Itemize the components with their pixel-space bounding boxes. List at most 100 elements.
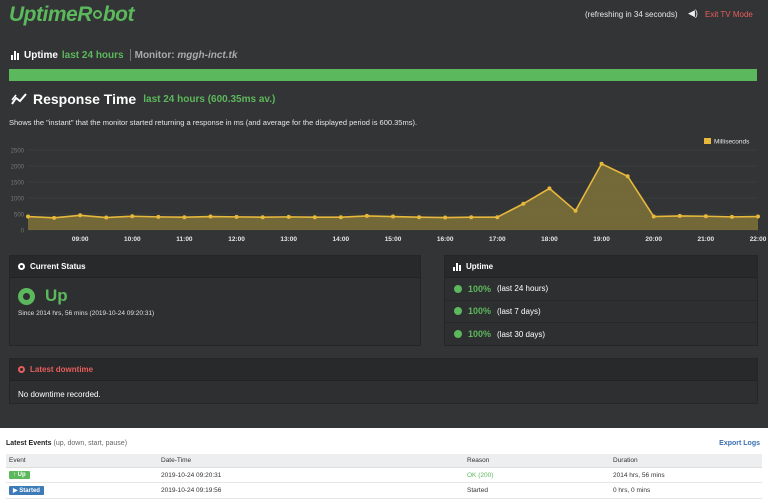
data-point xyxy=(573,208,578,213)
uptime-row: 100% (last 24 hours) xyxy=(445,278,757,301)
data-point xyxy=(78,213,83,218)
data-point xyxy=(495,215,500,220)
response-time-heading: Response Time last 24 hours (600.35ms av… xyxy=(11,91,275,107)
bar-chart-icon xyxy=(11,50,19,60)
data-point xyxy=(729,214,734,219)
current-status-panel: Current Status Up Since 2014 hrs, 56 min… xyxy=(9,255,421,346)
y-tick-label: 2000 xyxy=(11,165,25,171)
latest-events-heading: Latest Events (up, down, start, pause) xyxy=(6,440,128,447)
status-value: Up xyxy=(45,286,68,305)
data-point xyxy=(625,174,630,179)
status-since: Since 2014 hrs, 56 mins (2019-10-24 09:2… xyxy=(18,310,155,317)
events-table: Event Date-Time Reason Duration ↑ Up 201… xyxy=(6,454,762,499)
data-point xyxy=(651,214,656,219)
y-tick-label: 1000 xyxy=(11,197,25,203)
uptime-row: 100% (last 30 days) xyxy=(445,323,757,346)
data-point xyxy=(469,215,474,220)
data-point xyxy=(104,215,109,220)
refresh-countdown: (refreshing in 34 seconds) xyxy=(585,10,678,19)
legend-label: Milliseconds xyxy=(714,139,750,146)
data-point xyxy=(260,215,265,220)
x-tick-label: 20:00 xyxy=(645,236,662,243)
column-header: Duration xyxy=(610,454,762,468)
x-tick-label: 17:00 xyxy=(489,236,506,243)
data-point xyxy=(286,214,291,219)
column-header: Event xyxy=(6,454,158,468)
green-dot-icon xyxy=(454,284,462,293)
y-tick-label: 500 xyxy=(14,213,25,219)
export-logs-link[interactable]: Export Logs xyxy=(719,440,760,447)
data-point xyxy=(443,215,448,220)
y-tick-label: 0 xyxy=(21,229,25,235)
response-time-title: Response Time xyxy=(33,91,137,107)
table-row: ↑ Up 2019-10-24 09:20:31 OK (200) 2014 h… xyxy=(6,467,762,483)
data-point xyxy=(312,215,317,220)
divider xyxy=(129,49,131,61)
uptime-title: Uptime xyxy=(24,49,58,61)
monitor-name: mggh-inct.tk xyxy=(177,49,238,61)
x-tick-label: 10:00 xyxy=(124,236,141,243)
speaker-icon[interactable]: ◀) xyxy=(688,8,698,18)
uptime-timeline-bar xyxy=(9,69,757,81)
status-circle-icon xyxy=(18,263,25,270)
monitor-label: Monitor: mggh-inct.tk xyxy=(134,49,238,61)
table-row: ▶ Started 2019-10-24 09:19:56 Started 0 … xyxy=(6,482,762,499)
x-tick-label: 14:00 xyxy=(333,236,350,243)
y-tick-label: 2500 xyxy=(11,149,25,155)
latest-downtime-title: Latest downtime xyxy=(30,365,94,374)
x-tick-label: 12:00 xyxy=(228,236,245,243)
x-tick-label: 19:00 xyxy=(593,236,610,243)
x-tick-label: 11:00 xyxy=(176,236,193,243)
exit-tv-mode-link[interactable]: Exit TV Mode xyxy=(705,10,753,19)
data-point xyxy=(703,214,708,219)
data-point xyxy=(391,214,395,219)
data-point xyxy=(130,214,135,219)
y-tick-label: 1500 xyxy=(11,181,25,187)
data-point xyxy=(338,215,343,220)
data-point xyxy=(52,215,57,220)
data-point xyxy=(547,186,552,191)
response-time-subtitle: last 24 hours (600.35ms av.) xyxy=(143,93,276,105)
bar-chart-icon xyxy=(453,262,461,271)
data-point xyxy=(521,201,526,206)
column-header: Reason xyxy=(464,454,610,468)
data-point xyxy=(677,213,682,218)
data-point xyxy=(26,214,30,219)
downtime-text: No downtime recorded. xyxy=(18,390,101,399)
series-area xyxy=(28,163,758,230)
uptime-range: last 24 hours xyxy=(61,49,124,61)
series-line xyxy=(27,162,759,219)
uptime-row: 100% (last 7 days) xyxy=(445,301,757,323)
data-point xyxy=(208,214,213,219)
alert-circle-icon xyxy=(18,366,25,373)
x-tick-label: 13:00 xyxy=(280,236,297,243)
column-header: Date-Time xyxy=(158,454,464,468)
green-dot-icon xyxy=(454,307,462,316)
up-status-icon xyxy=(18,287,35,305)
line-chart-icon xyxy=(11,93,27,105)
uptimerobot-logo: UptimeR bot xyxy=(9,3,135,26)
green-dot-icon xyxy=(454,330,462,339)
data-point xyxy=(599,161,604,166)
response-time-description: Shows the "instant" that the monitor sta… xyxy=(9,118,418,127)
data-point xyxy=(182,215,187,220)
x-tick-label: 16:00 xyxy=(437,236,454,243)
uptime-panel: Uptime 100% (last 24 hours) 100% (last 7 d… xyxy=(444,255,758,346)
x-tick-label: 15:00 xyxy=(385,236,402,243)
data-point xyxy=(417,215,422,220)
x-tick-label: 21:00 xyxy=(698,236,715,243)
uptime-panel-title: Uptime xyxy=(466,262,494,271)
data-point xyxy=(756,214,760,219)
status-indicator: Up xyxy=(18,286,68,306)
data-point xyxy=(364,213,369,218)
legend-swatch xyxy=(704,138,711,144)
latest-events-section: Latest Events (up, down, start, pause) E… xyxy=(0,428,768,504)
current-status-title: Current Status xyxy=(30,262,86,271)
latest-downtime-panel: Latest downtime No downtime recorded. xyxy=(9,358,758,404)
x-tick-label: 18:00 xyxy=(541,236,558,243)
response-time-chart: 0 500 1000 1500 2000 2500 09:00 10:00 11:00 12:00… xyxy=(11,138,767,243)
x-tick-label: 09:00 xyxy=(72,236,89,243)
event-badge-started: ▶ Started xyxy=(9,486,44,495)
data-point xyxy=(156,214,161,219)
x-tick-label: 22:00 xyxy=(750,236,767,243)
